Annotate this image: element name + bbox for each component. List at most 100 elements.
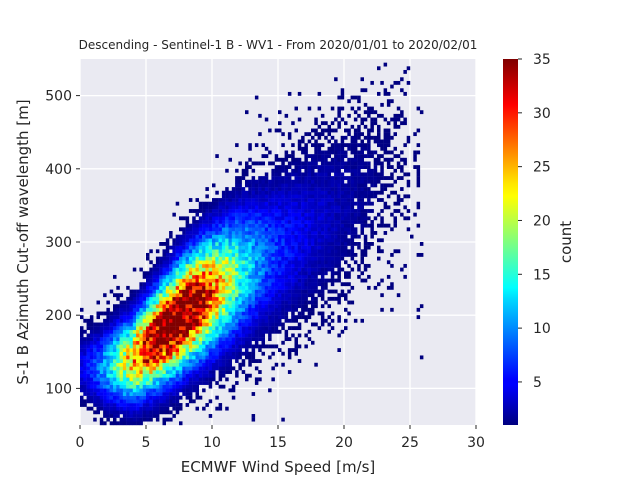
- heatmap-cell: [139, 362, 143, 367]
- heatmap-cell: [363, 187, 368, 191]
- heatmap-cell: [221, 307, 226, 312]
- heatmap-cell: [205, 205, 209, 210]
- heatmap-cell: [218, 322, 223, 327]
- heatmap-cell: [350, 245, 355, 250]
- heatmap-cell: [185, 278, 190, 283]
- heatmap-cell: [284, 216, 289, 221]
- heatmap-cell: [254, 300, 259, 305]
- heatmap-cell: [225, 355, 229, 360]
- heatmap-cell: [165, 340, 170, 345]
- heatmap-cell: [205, 209, 209, 213]
- heatmap-cell: [188, 377, 193, 382]
- heatmap-cell: [245, 289, 249, 294]
- heatmap-cell: [284, 249, 289, 254]
- heatmap-cell: [317, 260, 322, 265]
- heatmap-cell: [198, 220, 203, 224]
- heatmap-cell: [294, 263, 298, 268]
- heatmap-cell: [307, 252, 312, 257]
- heatmap-cell: [363, 179, 368, 184]
- heatmap-cell: [146, 359, 150, 363]
- heatmap-cell: [334, 187, 338, 191]
- heatmap-cell: [129, 399, 133, 404]
- heatmap-cell: [225, 249, 229, 254]
- heatmap-cell: [347, 252, 351, 257]
- heatmap-cell: [254, 337, 259, 342]
- heatmap-cell: [274, 267, 279, 272]
- heatmap-cell: [284, 278, 289, 283]
- heatmap-cell: [169, 388, 173, 393]
- heatmap-cell: [208, 271, 213, 276]
- heatmap-cell: [291, 216, 295, 221]
- heatmap-cell: [311, 143, 315, 148]
- heatmap-cell: [311, 242, 315, 246]
- heatmap-cell: [202, 245, 206, 250]
- heatmap-cell: [149, 267, 153, 272]
- heatmap-cell: [311, 190, 315, 195]
- heatmap-cell: [363, 146, 368, 151]
- heatmap-cell: [83, 362, 87, 367]
- heatmap-cell: [185, 285, 190, 290]
- heatmap-cell: [238, 245, 242, 250]
- heatmap-cell: [337, 256, 341, 261]
- heatmap-cell: [317, 194, 322, 199]
- heatmap-cell: [287, 351, 292, 356]
- heatmap-cell: [179, 348, 183, 352]
- heatmap-cell: [215, 395, 219, 400]
- heatmap-cell: [317, 238, 322, 243]
- heatmap-cell: [159, 307, 163, 312]
- heatmap-cell: [386, 91, 391, 96]
- heatmap-cell: [281, 289, 285, 294]
- heatmap-cell: [182, 274, 186, 279]
- heatmap-cell: [241, 307, 246, 312]
- heatmap-cell: [212, 304, 216, 309]
- heatmap-cell: [113, 307, 117, 312]
- heatmap-cell: [132, 399, 137, 404]
- heatmap-cell: [126, 395, 130, 400]
- heatmap-cell: [235, 179, 239, 184]
- heatmap-cell: [162, 406, 166, 411]
- heatmap-cell: [235, 296, 239, 301]
- heatmap-cell: [340, 289, 345, 294]
- heatmap-cell: [122, 388, 127, 393]
- heatmap-cell: [301, 227, 305, 232]
- heatmap-cell: [307, 311, 312, 316]
- heatmap-cell: [185, 231, 190, 235]
- heatmap-cell: [320, 260, 325, 265]
- heatmap-cell: [314, 282, 318, 287]
- colorbar-tick-label-6: 35: [533, 52, 551, 68]
- heatmap-cell: [307, 165, 312, 169]
- heatmap-cell: [347, 128, 351, 133]
- heatmap-cell: [228, 201, 232, 206]
- heatmap-cell: [169, 245, 173, 250]
- heatmap-cell: [340, 249, 345, 254]
- heatmap-cell: [291, 234, 295, 239]
- heatmap-cell: [172, 242, 176, 246]
- heatmap-cell: [225, 348, 229, 352]
- heatmap-cell: [327, 245, 331, 250]
- heatmap-cell: [281, 161, 285, 166]
- heatmap-cell: [287, 348, 292, 352]
- heatmap-cell: [245, 300, 249, 305]
- heatmap-cell: [294, 249, 298, 254]
- heatmap-cell: [149, 329, 153, 334]
- heatmap-cell: [271, 296, 275, 301]
- heatmap-cell: [307, 172, 312, 177]
- heatmap-cell: [208, 242, 213, 246]
- heatmap-cell: [228, 263, 232, 268]
- heatmap-cell: [185, 370, 190, 374]
- heatmap-cell: [202, 238, 206, 243]
- heatmap-cell: [251, 355, 256, 360]
- heatmap-cell: [126, 340, 130, 345]
- heatmap-cell: [367, 161, 371, 166]
- heatmap-cell: [188, 260, 193, 265]
- heatmap-cell: [291, 198, 295, 202]
- heatmap-cell: [136, 417, 140, 422]
- heatmap-cell: [274, 282, 279, 287]
- heatmap-cell: [268, 274, 272, 279]
- heatmap-cell: [271, 198, 275, 202]
- heatmap-cell: [169, 373, 173, 378]
- heatmap-cell: [149, 318, 153, 323]
- heatmap-cell: [281, 260, 285, 265]
- heatmap-cell: [311, 304, 315, 309]
- heatmap-cell: [264, 117, 269, 122]
